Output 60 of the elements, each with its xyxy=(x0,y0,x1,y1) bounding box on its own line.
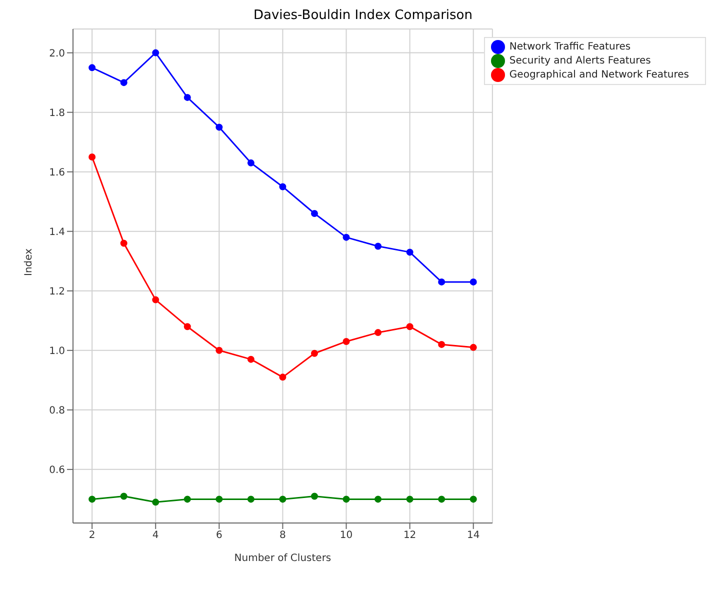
point xyxy=(438,278,446,286)
y-tick-label: 0.8 xyxy=(49,405,65,416)
point xyxy=(438,340,446,348)
point xyxy=(406,496,414,503)
point xyxy=(247,496,254,503)
point xyxy=(310,492,318,500)
point xyxy=(184,323,191,330)
x-tick-label: 10 xyxy=(340,530,353,542)
x-tick-label: 4 xyxy=(152,530,159,542)
point xyxy=(88,64,96,72)
x-tick-label: 6 xyxy=(216,530,222,542)
point xyxy=(279,374,286,381)
point xyxy=(470,496,477,503)
point xyxy=(120,492,128,500)
point xyxy=(152,49,160,56)
x-tick-label: 14 xyxy=(466,530,480,542)
point xyxy=(216,346,223,354)
point xyxy=(406,248,414,256)
point xyxy=(374,496,382,503)
y-tick-label: 1.4 xyxy=(49,226,65,238)
point xyxy=(438,496,446,503)
point xyxy=(470,278,477,286)
y-tick-label: 1.0 xyxy=(49,346,65,357)
point xyxy=(470,344,477,351)
point xyxy=(88,153,96,160)
x-tick-label: 2 xyxy=(88,530,96,542)
y-tick-label: 1.8 xyxy=(49,108,65,119)
point xyxy=(374,242,382,250)
y-tick-label: 2.0 xyxy=(49,48,65,60)
point xyxy=(374,329,382,336)
point xyxy=(216,124,223,131)
x-tick-label: 8 xyxy=(280,530,286,542)
legend-label: Security and Alerts Features xyxy=(509,56,651,67)
point xyxy=(216,496,223,503)
point xyxy=(406,323,414,330)
legend-label: Network Traffic Features xyxy=(509,42,631,53)
legend-label: Geographical and Network Features xyxy=(509,70,689,81)
y-axis-title: Index xyxy=(24,248,35,276)
y-tick-label: 1.6 xyxy=(49,167,65,178)
point xyxy=(152,498,160,506)
x-axis-title: Number of Clusters xyxy=(234,553,332,564)
y-tick-label: 1.2 xyxy=(49,286,65,298)
point xyxy=(152,296,160,304)
point xyxy=(310,210,318,218)
point xyxy=(184,496,191,503)
chart-title: Davies-Bouldin Index Comparison xyxy=(252,8,474,23)
point xyxy=(184,94,191,101)
point xyxy=(120,79,128,86)
point xyxy=(342,496,350,503)
point xyxy=(247,356,254,363)
point xyxy=(279,183,286,190)
y-tick-label: 0.6 xyxy=(49,464,65,476)
point xyxy=(342,338,350,345)
point xyxy=(310,350,318,357)
point xyxy=(120,240,128,247)
point xyxy=(279,496,286,503)
point xyxy=(342,234,350,241)
x-tick-label: 12 xyxy=(403,530,416,542)
point xyxy=(88,496,96,503)
point xyxy=(247,159,254,166)
